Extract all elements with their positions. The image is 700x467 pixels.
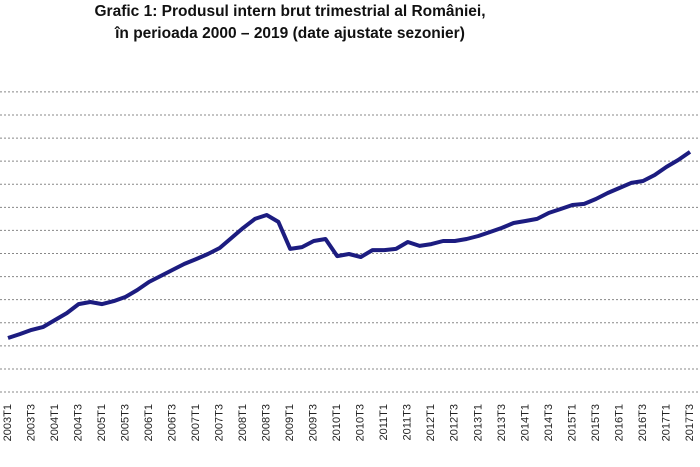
- x-tick-label: 2014T3: [543, 404, 555, 441]
- x-tick-label: 2010T1: [331, 404, 343, 441]
- x-tick-label: 2013T1: [472, 404, 484, 441]
- x-tick-label: 2017T1: [660, 404, 672, 441]
- x-tick-label: 2017T3: [684, 404, 696, 441]
- x-tick-label: 2008T1: [237, 404, 249, 441]
- x-tick-label: 2011T3: [402, 404, 414, 441]
- x-tick-label: 2006T3: [167, 404, 179, 441]
- chart-title: în perioada 2000 – 2019 (date ajustate s…: [114, 25, 465, 42]
- x-tick-label: 2015T3: [590, 404, 602, 441]
- x-tick-label: 2003T1: [2, 404, 14, 441]
- x-tick-label: 2007T3: [214, 404, 226, 441]
- x-tick-label: 2003T3: [25, 404, 37, 441]
- x-tick-label: 2014T1: [519, 404, 531, 441]
- x-tick-label: 2016T1: [613, 404, 625, 441]
- x-tick-label: 2004T1: [49, 404, 61, 441]
- x-tick-label: 2009T3: [308, 404, 320, 441]
- x-tick-label: 2007T1: [190, 404, 202, 441]
- x-tick-label: 2009T1: [284, 404, 296, 441]
- x-tick-label: 2012T3: [449, 404, 461, 441]
- x-tick-label: 2005T1: [96, 404, 108, 441]
- x-tick-label: 2016T3: [637, 404, 649, 441]
- gdp-line: [7, 150, 692, 340]
- x-tick-label: 2005T3: [119, 404, 131, 441]
- x-tick-label: 2011T1: [378, 404, 390, 441]
- x-tick-label: 2015T1: [566, 404, 578, 441]
- x-tick-label: 2008T3: [261, 404, 273, 441]
- chart-title: Grafic 1: Produsul intern brut trimestri…: [94, 3, 485, 20]
- x-tick-label: 2012T1: [425, 404, 437, 441]
- x-tick-label: 2006T1: [143, 404, 155, 441]
- x-tick-label: 2004T3: [72, 404, 84, 441]
- x-tick-label: 2013T3: [496, 404, 508, 441]
- x-tick-label: 2010T3: [355, 404, 367, 441]
